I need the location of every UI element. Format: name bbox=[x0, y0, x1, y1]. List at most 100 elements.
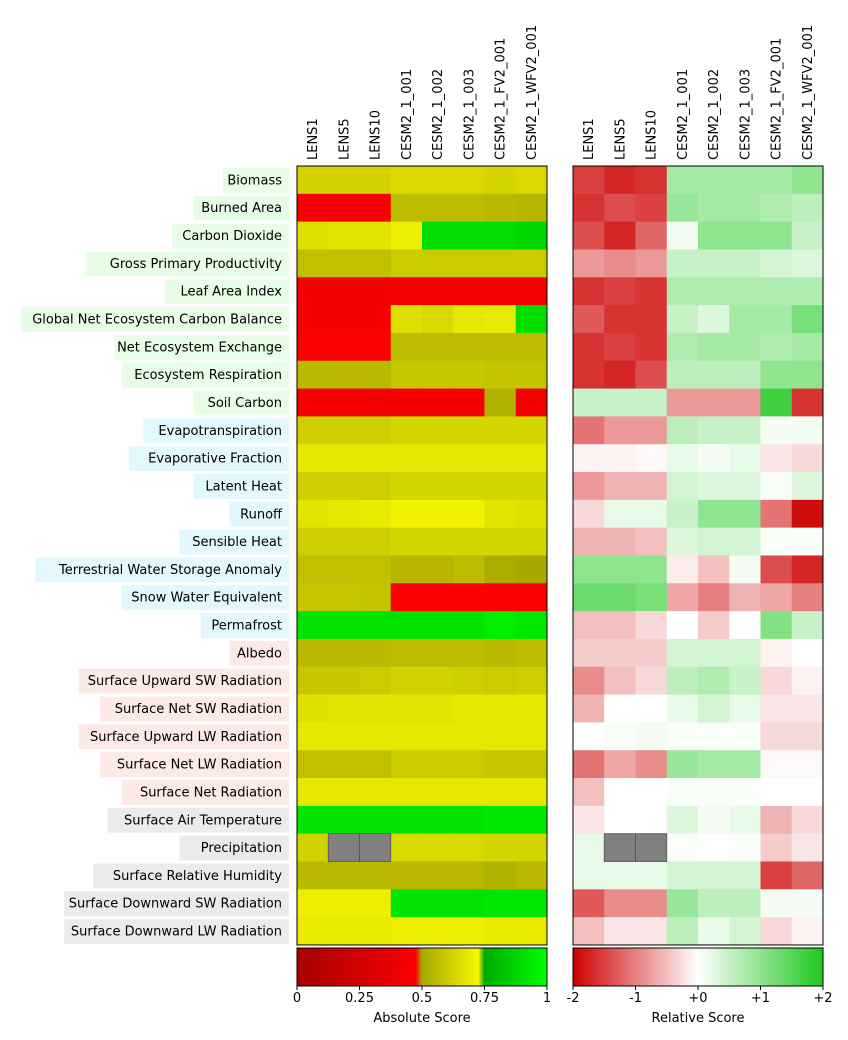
abs-cell bbox=[359, 917, 392, 946]
abs-cell bbox=[328, 666, 360, 695]
abs-cell bbox=[453, 332, 485, 362]
abs-cell bbox=[390, 722, 423, 751]
abs-cell bbox=[359, 166, 392, 195]
abs-cell bbox=[484, 611, 517, 640]
rel-colorbar bbox=[572, 947, 824, 987]
rel-cell bbox=[635, 555, 668, 584]
abs-cell bbox=[390, 889, 423, 918]
abs-cell bbox=[297, 917, 329, 946]
rel-cell bbox=[635, 917, 668, 946]
row-label-bg bbox=[143, 418, 289, 444]
abs-cell bbox=[390, 305, 423, 334]
rel-cell bbox=[729, 638, 761, 668]
abs-cell bbox=[515, 778, 548, 807]
rel-cell bbox=[760, 694, 793, 723]
rel-cell bbox=[791, 889, 824, 918]
abs-cell bbox=[297, 166, 329, 195]
rel-cell bbox=[760, 527, 793, 556]
missing-cell-outline bbox=[635, 833, 668, 862]
abs-colorbar-tick-label: 0.5 bbox=[412, 991, 433, 1006]
rel-cell bbox=[604, 499, 636, 529]
abs-cell bbox=[484, 527, 517, 556]
abs-cell bbox=[328, 221, 360, 250]
rel-cell bbox=[635, 666, 668, 695]
abs-cell bbox=[359, 611, 392, 640]
rel-cell bbox=[666, 499, 699, 529]
abs-cell bbox=[390, 638, 423, 668]
abs-cell bbox=[328, 277, 360, 306]
abs-cell bbox=[328, 917, 360, 946]
abs-cell bbox=[390, 583, 423, 612]
rel-cell bbox=[729, 305, 761, 334]
row-label-bg bbox=[114, 334, 289, 360]
rel-cell bbox=[666, 833, 699, 862]
rel-cell bbox=[635, 444, 668, 473]
abs-cell bbox=[515, 889, 548, 918]
rel-cell bbox=[604, 277, 636, 306]
abs-cell bbox=[515, 360, 548, 389]
rel-cell bbox=[604, 332, 636, 362]
abs-cell bbox=[359, 499, 392, 529]
abs-cell bbox=[390, 666, 423, 695]
rel-cell bbox=[604, 889, 636, 918]
abs-cell bbox=[484, 861, 517, 890]
rel-cell bbox=[635, 332, 668, 362]
abs-cell bbox=[328, 305, 360, 334]
rel-cell bbox=[666, 332, 699, 362]
abs-cell bbox=[484, 388, 517, 417]
row-label: Latent Heat bbox=[205, 479, 282, 494]
abs-cell bbox=[359, 694, 392, 723]
rel-cell bbox=[791, 277, 824, 306]
abs-cell bbox=[359, 472, 392, 501]
abs-cell bbox=[515, 805, 548, 835]
row-label: Surface Net SW Radiation bbox=[115, 702, 282, 717]
rel-cell bbox=[729, 193, 761, 223]
rel-cell bbox=[760, 444, 793, 473]
abs-cell bbox=[422, 611, 454, 640]
row-label-bg bbox=[129, 446, 289, 472]
abs-cell bbox=[390, 388, 423, 417]
rel-cell bbox=[698, 416, 730, 445]
abs-cell bbox=[359, 249, 392, 278]
abs-cell bbox=[484, 416, 517, 445]
abs-cell bbox=[453, 555, 485, 584]
rel-cell bbox=[729, 917, 761, 946]
abs-cell bbox=[390, 193, 423, 223]
abs-cell bbox=[484, 833, 517, 862]
rel-cell bbox=[729, 249, 761, 278]
row-label-bg bbox=[193, 390, 289, 416]
rel-cell bbox=[791, 388, 824, 417]
abs-cell bbox=[359, 277, 392, 306]
rel-cell bbox=[666, 917, 699, 946]
rel-cell bbox=[573, 694, 605, 723]
row-label: Soil Carbon bbox=[208, 396, 282, 411]
rel-cell bbox=[698, 444, 730, 473]
abs-cell bbox=[453, 805, 485, 835]
abs-cell bbox=[328, 444, 360, 473]
row-label-bg bbox=[193, 474, 289, 499]
row-label: Terrestrial Water Storage Anomaly bbox=[58, 563, 282, 578]
abs-cell bbox=[484, 555, 517, 584]
rel-cell bbox=[729, 889, 761, 918]
rel-cell bbox=[573, 193, 605, 223]
row-label-bg bbox=[179, 529, 289, 555]
rel-cell bbox=[760, 166, 793, 195]
row-label-bg bbox=[121, 780, 289, 805]
abs-cell bbox=[328, 555, 360, 584]
row-label-bg bbox=[93, 863, 289, 889]
abs-cell bbox=[328, 527, 360, 556]
row-label: Net Ecosystem Exchange bbox=[117, 340, 282, 355]
abs-cell bbox=[515, 750, 548, 779]
rel-cell bbox=[573, 555, 605, 584]
abs-cell bbox=[390, 750, 423, 779]
row-label-bg bbox=[222, 168, 289, 193]
rel-cell bbox=[635, 694, 668, 723]
rel-cell bbox=[635, 750, 668, 779]
rel-cell bbox=[573, 416, 605, 445]
rel-column-label: CESM2_1_001 bbox=[676, 69, 691, 160]
row-label: Carbon Dioxide bbox=[182, 229, 282, 244]
abs-cell bbox=[422, 889, 454, 918]
rel-cell bbox=[760, 666, 793, 695]
row-label-bg bbox=[179, 835, 289, 861]
rel-cell bbox=[729, 611, 761, 640]
